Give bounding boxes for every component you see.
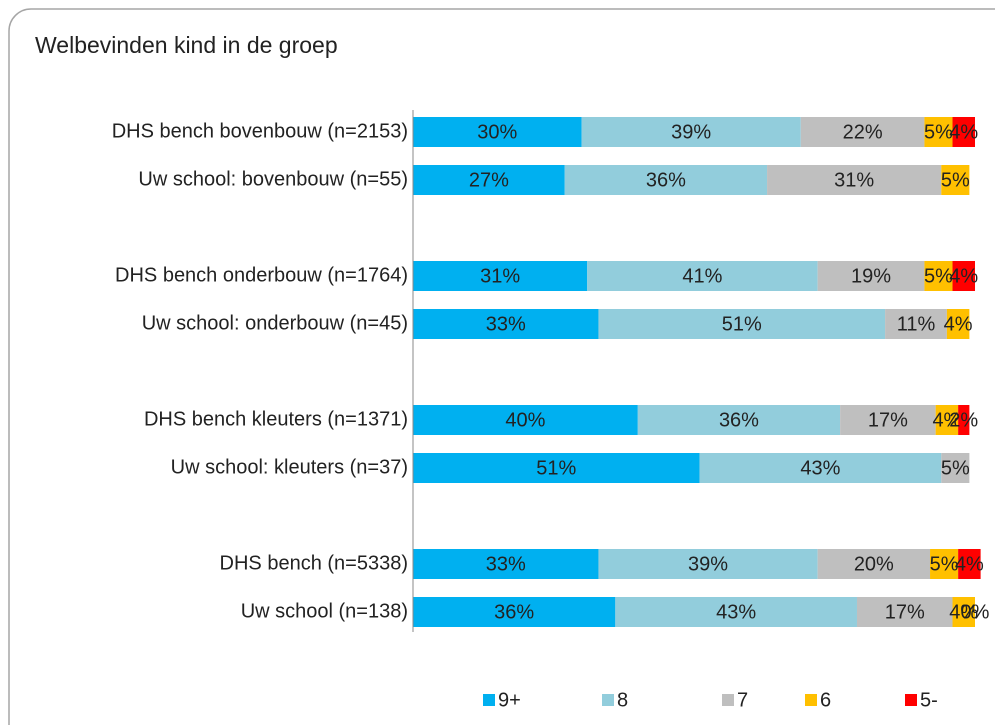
- bar-segment: [924, 117, 953, 147]
- data-label: 11%: [897, 313, 936, 335]
- bar-segment: [413, 453, 700, 483]
- legend-label: 9+: [498, 689, 521, 711]
- bar-segment: [952, 261, 975, 291]
- bar-segment: [840, 405, 936, 435]
- data-label: 4%: [949, 601, 978, 623]
- bar-segment: [817, 549, 931, 579]
- bar-segment: [817, 261, 925, 291]
- bar-segment: [587, 261, 818, 291]
- bar-segment: [413, 549, 599, 579]
- bar-segment: [952, 597, 975, 627]
- data-label: 19%: [851, 265, 891, 287]
- legend-label: 8: [617, 689, 628, 711]
- data-label: 5%: [941, 457, 970, 479]
- bar-segment: [935, 405, 959, 435]
- y-tick-label: DHS bench onderbouw (n=1764): [115, 264, 408, 286]
- data-label: 31%: [480, 265, 520, 287]
- data-label: 39%: [671, 121, 711, 143]
- y-tick-label: Uw school: onderbouw (n=45): [142, 312, 408, 334]
- chart-title: Welbevinden kind in de groep: [35, 32, 338, 58]
- data-label: 4%: [949, 121, 978, 143]
- y-tick-label: Uw school (n=138): [241, 600, 408, 622]
- bar-segment: [615, 597, 857, 627]
- data-label: 17%: [885, 601, 925, 623]
- bar-segment: [413, 117, 582, 147]
- bar-segment: [885, 309, 947, 339]
- bar-segment: [699, 453, 942, 483]
- data-label: 2%: [949, 409, 978, 431]
- legend-swatch: [905, 694, 917, 706]
- bar-segment: [952, 117, 975, 147]
- bar-segment: [598, 309, 886, 339]
- data-label: 30%: [477, 121, 517, 143]
- data-label: 20%: [854, 553, 894, 575]
- bar-segment: [413, 261, 588, 291]
- y-tick-label: DHS bench bovenbouw (n=2153): [112, 120, 408, 142]
- bar-segment: [958, 405, 970, 435]
- bar-segment: [581, 117, 801, 147]
- bar-segment: [800, 117, 925, 147]
- legend-label: 6: [820, 689, 831, 711]
- legend-swatch: [722, 694, 734, 706]
- data-label: 4%: [949, 265, 978, 287]
- data-label: 4%: [955, 553, 984, 575]
- data-label: 4%: [944, 313, 973, 335]
- data-label: 39%: [688, 553, 728, 575]
- y-tick-label: DHS bench kleuters (n=1371): [144, 408, 408, 430]
- bar-segment: [564, 165, 768, 195]
- y-tick-label: Uw school: kleuters (n=37): [171, 456, 408, 478]
- data-label: 5%: [924, 265, 953, 287]
- bar-segment: [767, 165, 942, 195]
- bar-segment: [958, 549, 981, 579]
- data-label: 51%: [722, 313, 762, 335]
- legend-label: 7: [737, 689, 748, 711]
- data-label: 43%: [716, 601, 756, 623]
- bar-segment: [637, 405, 841, 435]
- data-label: 36%: [646, 169, 686, 191]
- legend-label: 5-: [920, 689, 938, 711]
- bar-segment: [413, 597, 616, 627]
- data-label: 36%: [719, 409, 759, 431]
- y-tick-label: Uw school: bovenbouw (n=55): [138, 168, 408, 190]
- data-label: 40%: [505, 409, 545, 431]
- bar-segment: [413, 165, 565, 195]
- bar-segment: [924, 261, 953, 291]
- data-label: 5%: [924, 121, 953, 143]
- data-label: 5%: [930, 553, 959, 575]
- bar-segment: [413, 405, 638, 435]
- data-label: 51%: [536, 457, 576, 479]
- data-label: 0%: [961, 601, 990, 623]
- bar-segment: [941, 453, 970, 483]
- data-label: 5%: [941, 169, 970, 191]
- data-label: 22%: [843, 121, 883, 143]
- bar-segment: [930, 549, 959, 579]
- bar-segment: [941, 165, 970, 195]
- data-label: 4%: [932, 409, 961, 431]
- data-label: 33%: [486, 553, 526, 575]
- data-label: 33%: [486, 313, 526, 335]
- data-label: 17%: [868, 409, 908, 431]
- y-tick-label: DHS bench (n=5338): [220, 552, 408, 574]
- data-label: 41%: [682, 265, 722, 287]
- data-label: 31%: [834, 169, 874, 191]
- legend-swatch: [805, 694, 817, 706]
- data-label: 43%: [800, 457, 840, 479]
- legend-swatch: [602, 694, 614, 706]
- data-label: 36%: [494, 601, 534, 623]
- bar-segment: [856, 597, 953, 627]
- bar-segment: [946, 309, 970, 339]
- legend-swatch: [483, 694, 495, 706]
- data-label: 27%: [469, 169, 509, 191]
- bar-segment: [413, 309, 599, 339]
- bar-segment: [598, 549, 818, 579]
